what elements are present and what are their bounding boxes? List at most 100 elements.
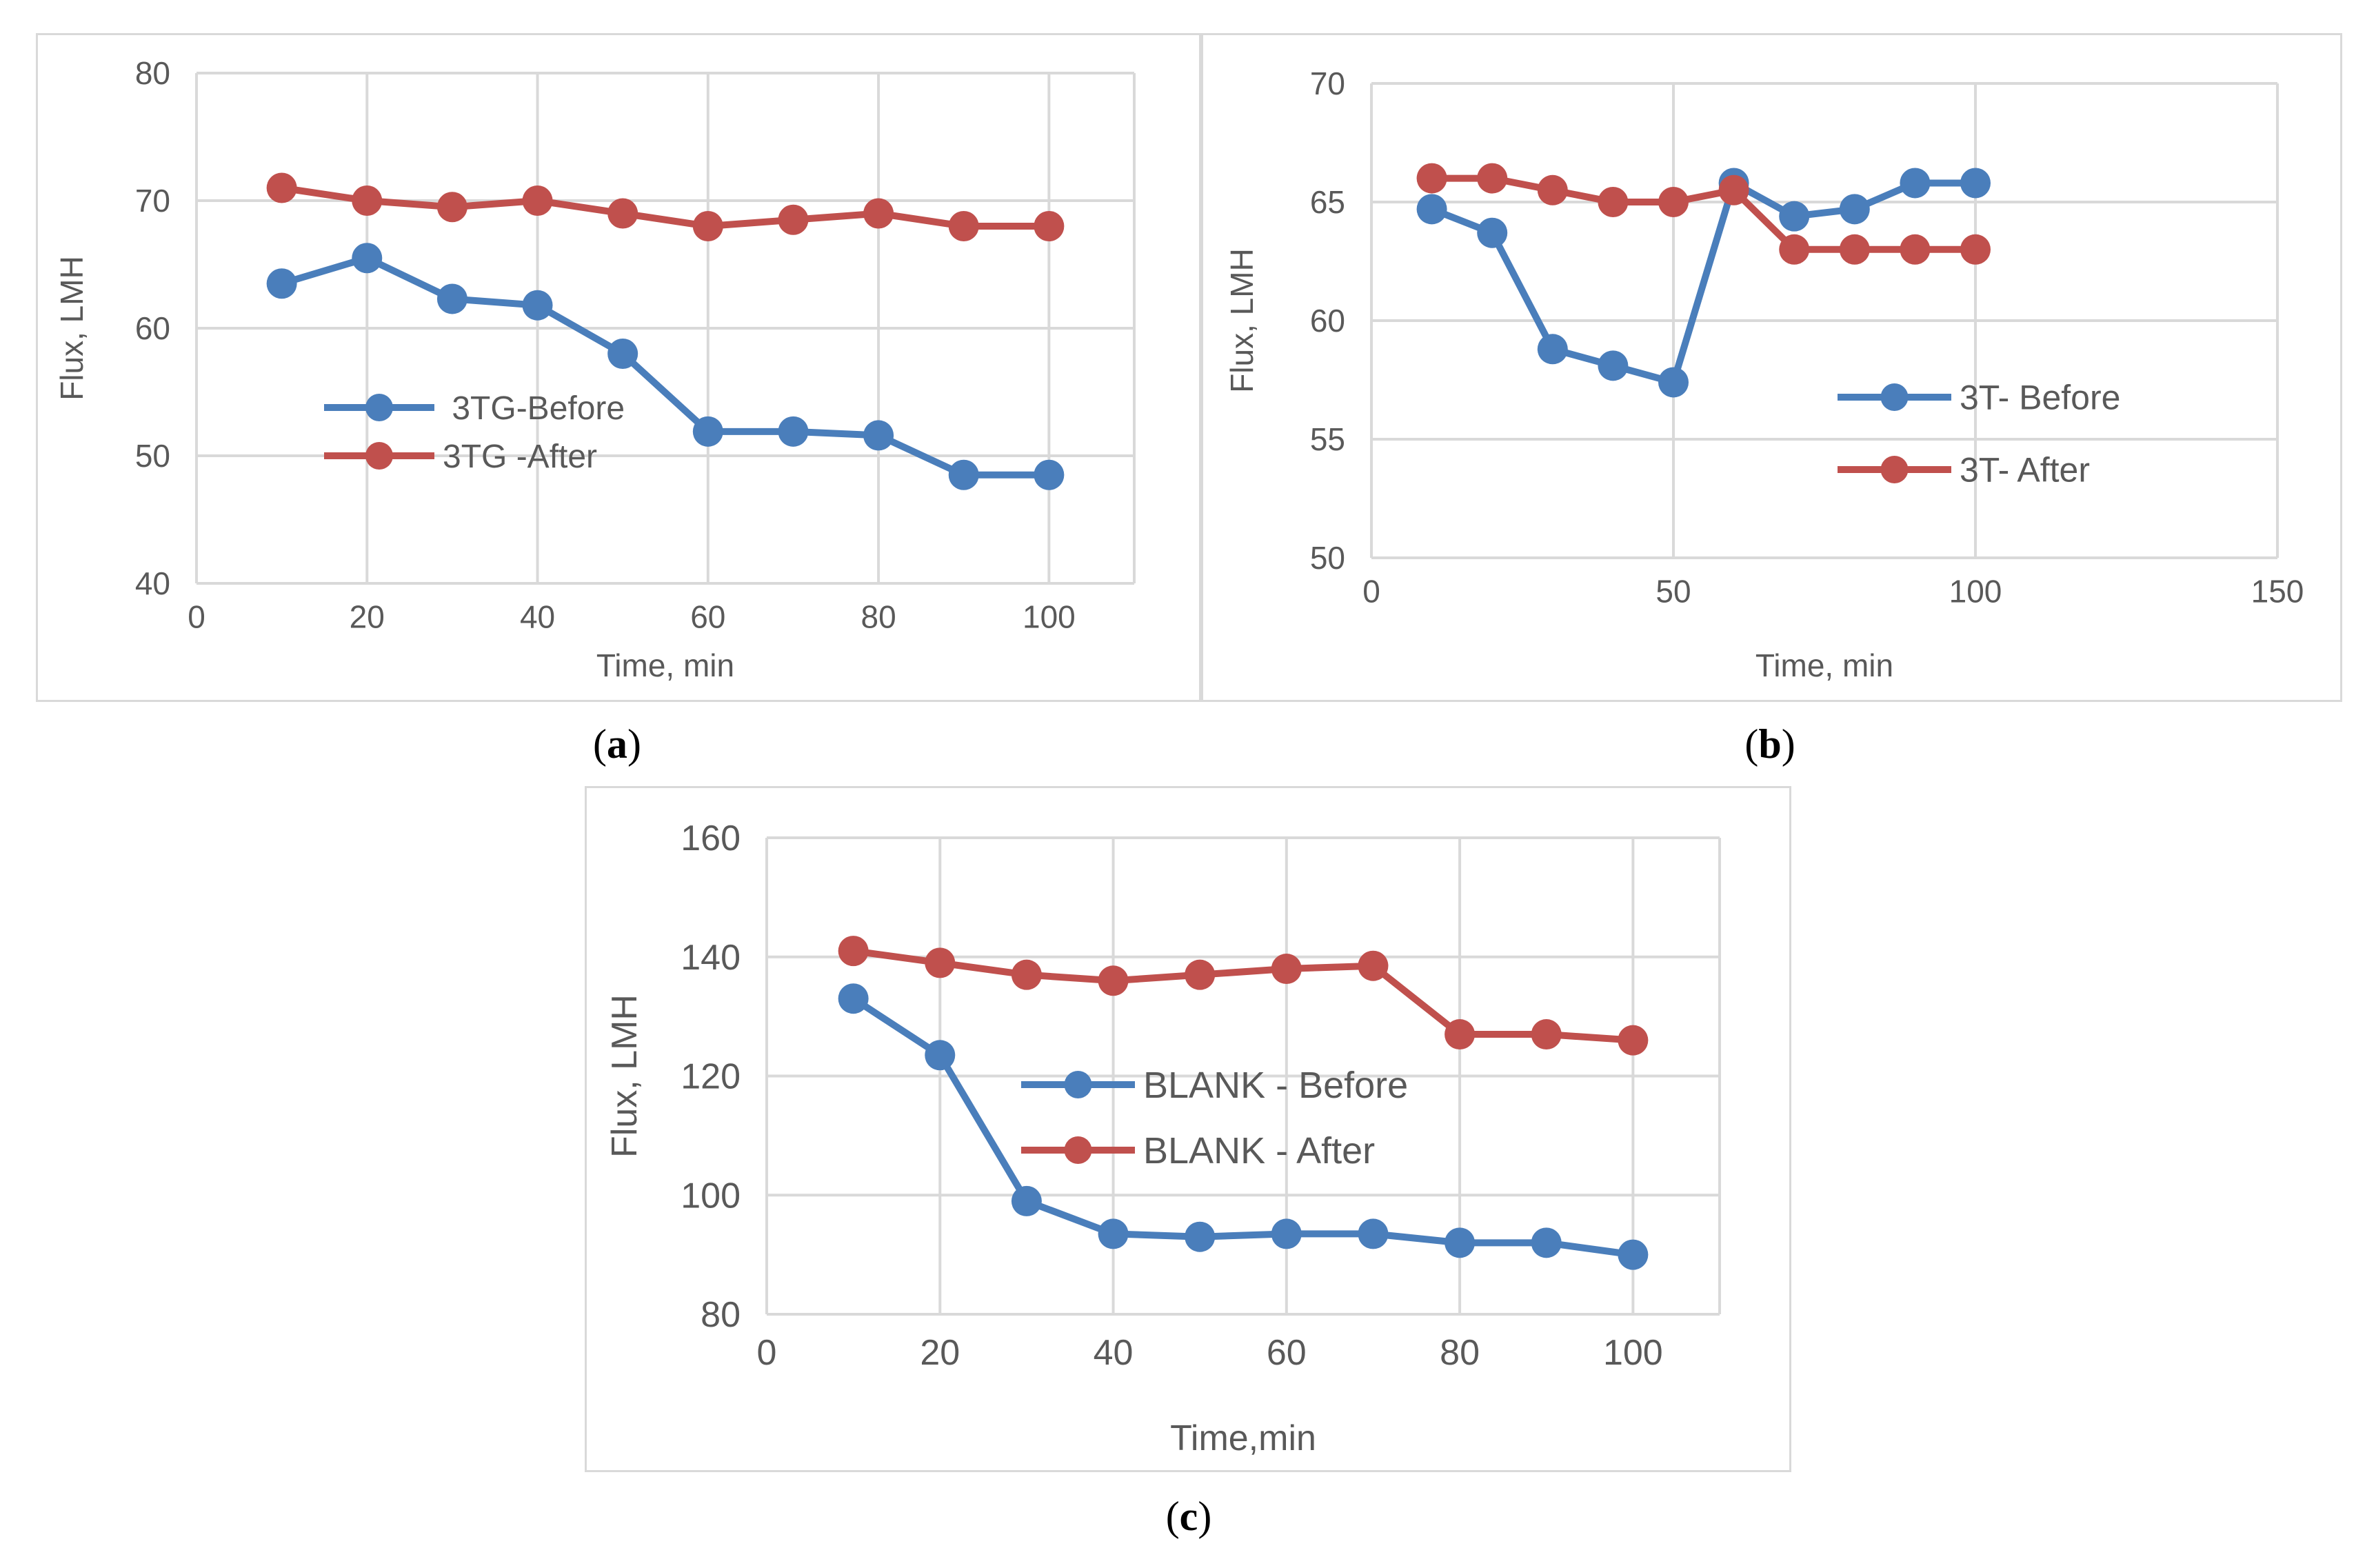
- chart-c-x-axis-label: Time,min: [1170, 1418, 1316, 1458]
- chart-c-data-point: [1531, 1227, 1562, 1258]
- chart-c-data-point: [1618, 1239, 1649, 1270]
- chart-a-y-axis-label: Flux, LMH: [54, 256, 90, 401]
- chart-b-legend-label-1: 3T- After: [1960, 451, 2090, 490]
- chart-c-x-tick-label: 100: [1603, 1333, 1663, 1373]
- chart-b-y-tick-label: 65: [1310, 184, 1345, 220]
- chart-c-legend-label-1: BLANK - After: [1143, 1130, 1375, 1172]
- chart-a-series-line-0: [281, 254, 1049, 479]
- chart-b-y-tick-label: 70: [1310, 66, 1345, 101]
- chart-b-data-point: [1718, 174, 1749, 205]
- chart-c-series-line-1: [852, 947, 1633, 1044]
- chart-c-x-tick-label: 40: [1094, 1333, 1134, 1373]
- chart-c-y-tick-label: 160: [681, 818, 741, 858]
- chart-b-data-point: [1598, 350, 1629, 381]
- chart-b-data-point: [1537, 334, 1568, 365]
- chart-c-data-point: [925, 947, 956, 978]
- chart-a-data-point: [352, 243, 383, 274]
- chart-b-legend-label-0: 3T- Before: [1960, 379, 2120, 417]
- chart-b-y-tick-label: 55: [1310, 421, 1345, 457]
- chart-b-x-tick-label: 150: [2251, 573, 2304, 609]
- caption-a-letter: a: [607, 721, 627, 767]
- caption-c-close: ): [1198, 1494, 1212, 1539]
- chart-c-legend-marker-1: [1064, 1136, 1092, 1164]
- chart-a-x-tick-label: 80: [861, 599, 896, 634]
- chart-b-data-point: [1900, 168, 1931, 199]
- caption-b-open: (: [1744, 721, 1759, 767]
- chart-a-data-point: [1034, 211, 1065, 241]
- chart-a-data-point: [778, 416, 809, 447]
- chart-c-data-point: [1445, 1019, 1476, 1050]
- chart-c-data-point: [1185, 959, 1216, 990]
- chart-b-data-point: [1658, 187, 1689, 217]
- chart-a-data-point: [692, 211, 723, 241]
- chart-b-data-point: [1839, 194, 1870, 225]
- chart-panel-b: 50 55 60 65 70 0 50 100 150 Time, min Flux, LMH 3T-…: [1201, 33, 2342, 702]
- chart-b-data-point: [1779, 234, 1810, 265]
- chart-a-legend-label-1: 3TG -After: [443, 439, 597, 475]
- chart-a-svg: 40 50 60 70 80 0 20 40 60 80 100 Time, min Flux, LMH…: [54, 55, 1136, 683]
- chart-panel-a: 40 50 60 70 80 0 20 40 60 80 100 Time, min Flux, LMH…: [36, 33, 1201, 702]
- chart-a-y-tick-label: 60: [135, 310, 170, 346]
- chart-c-x-tick-label: 0: [757, 1333, 777, 1373]
- chart-a-y-tick-label: 70: [135, 183, 170, 219]
- chart-a-data-point: [1034, 459, 1065, 490]
- chart-a-data-point: [436, 283, 467, 314]
- chart-b-data-point: [1779, 201, 1810, 232]
- chart-c-y-tick-label: 100: [681, 1176, 741, 1216]
- chart-b-data-point: [1477, 163, 1508, 194]
- chart-a-x-tick-label: 40: [520, 599, 555, 634]
- chart-c-data-point: [1185, 1221, 1216, 1252]
- chart-c-data-point: [1531, 1019, 1562, 1050]
- chart-c-data-point: [925, 1040, 956, 1071]
- chart-c-data-point: [838, 936, 869, 967]
- chart-a-data-point: [863, 420, 894, 451]
- chart-c-series-line-0: [851, 996, 1634, 1258]
- caption-a: (a): [548, 721, 686, 768]
- chart-b-data-point: [1598, 187, 1629, 217]
- chart-c-data-point: [1445, 1227, 1476, 1258]
- chart-b-series-line-1: [1431, 174, 1975, 253]
- chart-c-data-point: [1011, 959, 1042, 990]
- chart-b-data-point: [1477, 217, 1508, 248]
- chart-c-legend-marker-0: [1064, 1071, 1092, 1098]
- chart-b-data-point: [1900, 234, 1931, 265]
- chart-a-y-tick-label: 80: [135, 55, 170, 91]
- chart-b-y-tick-label: 50: [1310, 540, 1345, 576]
- chart-b-series-line-0: [1430, 179, 1975, 386]
- chart-c-data-point: [838, 983, 869, 1014]
- chart-c-data-point: [1271, 954, 1302, 985]
- chart-a-data-point: [948, 211, 979, 241]
- chart-c-y-axis-label: Flux, LMH: [605, 994, 645, 1158]
- chart-b-y-axis-label: Flux, LMH: [1224, 248, 1260, 393]
- chart-b-data-point: [1658, 367, 1689, 398]
- chart-c-data-point: [1358, 950, 1389, 981]
- chart-c-data-point: [1098, 1218, 1129, 1249]
- chart-a-data-point: [522, 185, 553, 216]
- chart-a-legend-marker-0: [365, 394, 393, 421]
- chart-b-data-point: [1416, 163, 1447, 194]
- chart-a-x-tick-label: 20: [350, 599, 385, 634]
- caption-b: (b): [1701, 721, 1839, 768]
- chart-c-data-point: [1358, 1218, 1389, 1249]
- chart-a-x-tick-label: 0: [188, 599, 205, 634]
- chart-a-data-point: [863, 198, 894, 229]
- chart-a-legend-marker-1: [365, 442, 393, 470]
- chart-c-svg: 80 100 120 140 160 0 20 40 60 80 100 Time,min Flux, …: [605, 818, 1721, 1458]
- caption-b-close: ): [1781, 721, 1795, 767]
- chart-a-data-point: [692, 416, 723, 447]
- chart-b-data-point: [1416, 194, 1447, 225]
- chart-b-x-tick-label: 50: [1656, 573, 1691, 609]
- caption-c-letter: c: [1179, 1494, 1198, 1539]
- chart-a-data-point: [607, 339, 638, 369]
- chart-c-y-tick-label: 140: [681, 938, 741, 978]
- chart-a-data-point: [352, 185, 383, 216]
- chart-b-y-tick-label: 60: [1310, 303, 1345, 339]
- chart-a-data-point: [436, 192, 467, 223]
- chart-a-data-point: [522, 290, 553, 321]
- chart-c-data-point: [1098, 965, 1129, 996]
- chart-b-data-point: [1537, 174, 1568, 205]
- chart-c-y-tick-label: 80: [701, 1295, 741, 1335]
- chart-b-x-tick-label: 100: [1949, 573, 2002, 609]
- chart-c-x-tick-label: 20: [920, 1333, 960, 1373]
- chart-c-legend-label-0: BLANK - Before: [1143, 1065, 1408, 1106]
